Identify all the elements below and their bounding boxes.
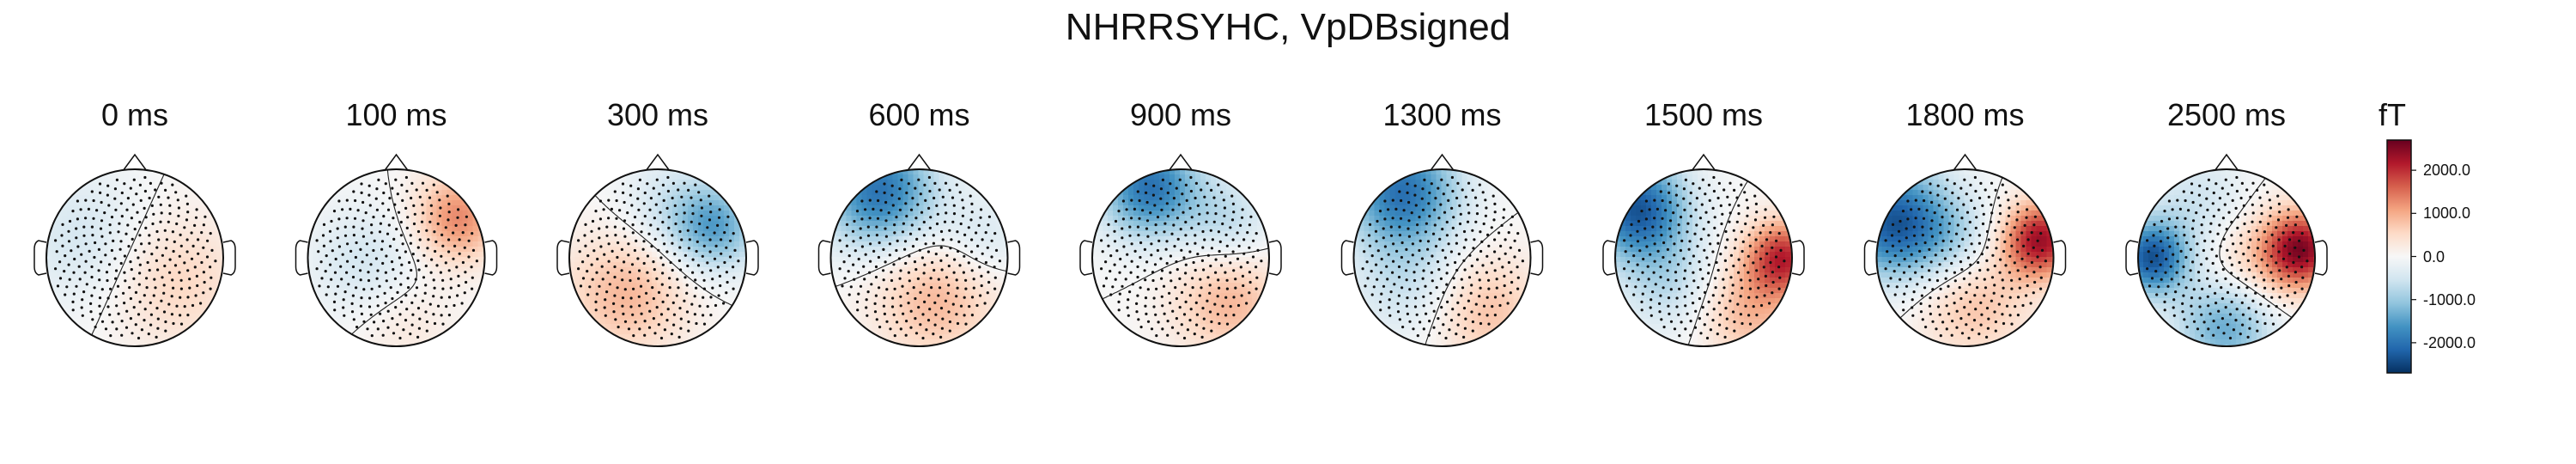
- ear-outline: [1791, 240, 1805, 276]
- head-outline: [307, 168, 486, 347]
- head-outline: [1614, 168, 1793, 347]
- sensor-dots: [1884, 175, 2047, 340]
- ear-outline: [1602, 240, 1616, 276]
- sensor-dots: [54, 175, 217, 340]
- topomap-panel: [1602, 153, 1805, 347]
- ear-outline: [1863, 240, 1877, 276]
- topomap-label: 100 ms: [345, 97, 447, 132]
- head-outline: [829, 168, 1009, 347]
- nose-outline: [645, 153, 671, 172]
- topomap-label: 900 ms: [1129, 97, 1232, 132]
- topomap-panel: [1863, 153, 2067, 347]
- head-outline: [1091, 168, 1270, 347]
- ear-outline: [1007, 240, 1021, 276]
- sensor-dots: [1361, 175, 1524, 340]
- topomap-panel: [1340, 153, 1544, 347]
- ear-outline: [33, 240, 47, 276]
- ear-outline: [1340, 240, 1354, 276]
- ear-outline: [556, 240, 570, 276]
- topomap-panel: [295, 153, 498, 347]
- sensor-dots: [1623, 175, 1786, 340]
- topomap-panel: [33, 153, 236, 347]
- head-outline: [568, 168, 747, 347]
- topomap-label: 300 ms: [606, 97, 709, 132]
- colorbar-unit: fT: [2379, 97, 2406, 132]
- sensor-dots: [577, 175, 740, 340]
- sensor-dots: [2146, 175, 2309, 340]
- ear-outline: [222, 240, 236, 276]
- nose-outline: [1691, 153, 1716, 172]
- head-outline: [1352, 168, 1532, 347]
- topomap-label: 1800 ms: [1905, 97, 2025, 132]
- topomap-panel: [817, 153, 1021, 347]
- colorbar-tick-label: -1000.0: [2423, 290, 2476, 308]
- ear-outline: [2314, 240, 2328, 276]
- sensor-dots: [1100, 175, 1263, 340]
- topomap-panel: [1079, 153, 1282, 347]
- zero-contour: [1092, 247, 1269, 304]
- head-outline: [2137, 168, 2316, 347]
- ear-outline: [1530, 240, 1544, 276]
- field-map: [1092, 169, 1269, 346]
- colorbar-tick-label: 1000.0: [2423, 205, 2471, 223]
- nose-outline: [2214, 153, 2239, 172]
- ear-outline: [295, 240, 308, 276]
- ear-outline: [484, 240, 498, 276]
- topomap-label: 600 ms: [868, 97, 970, 132]
- ear-outline: [2125, 240, 2139, 276]
- topomap-panel: [2125, 153, 2328, 347]
- topomap-label: 1500 ms: [1643, 97, 1764, 132]
- head-outline: [1875, 168, 2055, 347]
- ear-outline: [2053, 240, 2067, 276]
- ear-outline: [745, 240, 759, 276]
- sensor-dots: [838, 175, 1001, 340]
- nose-outline: [122, 153, 148, 172]
- nose-outline: [1429, 153, 1455, 172]
- topomap-label: 1300 ms: [1382, 97, 1502, 132]
- chart-title: NHRRSYHC, VpDBsigned: [1065, 6, 1511, 48]
- colorbar-tick-label: 0.0: [2423, 247, 2445, 266]
- field-map: [46, 169, 223, 346]
- colorbar-tick-label: 2000.0: [2423, 162, 2471, 180]
- field-map: [830, 169, 1008, 346]
- ear-outline: [817, 240, 831, 276]
- nose-outline: [383, 153, 410, 172]
- topomap-label: 2500 ms: [2166, 97, 2287, 132]
- field-map: [307, 169, 485, 346]
- topomap-label: 0 ms: [100, 97, 168, 132]
- ear-outline: [1268, 240, 1282, 276]
- zero-contour: [830, 245, 1008, 290]
- nose-outline: [1952, 153, 1978, 172]
- colorbar-tick-label: -2000.0: [2423, 333, 2476, 351]
- colorbar: [2386, 139, 2412, 374]
- ear-outline: [1079, 240, 1093, 276]
- nose-outline: [1168, 153, 1194, 172]
- sensor-dots: [315, 175, 479, 340]
- nose-outline: [906, 153, 933, 172]
- topomap-panel: [556, 153, 759, 347]
- head-outline: [46, 168, 224, 347]
